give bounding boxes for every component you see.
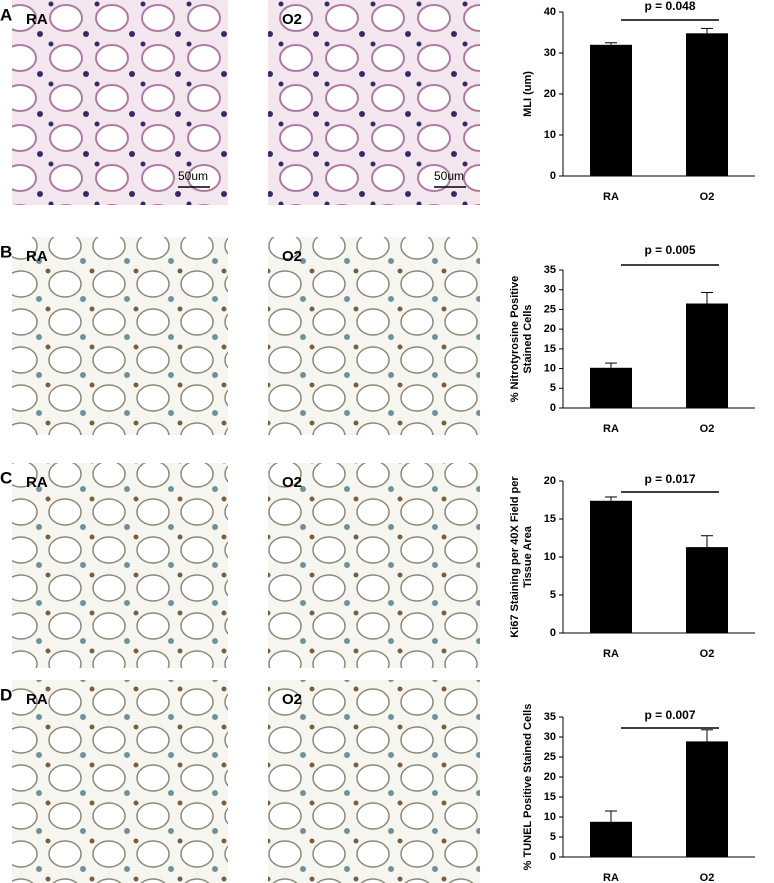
y-tick-label: 5 — [550, 382, 556, 394]
micrograph — [268, 237, 480, 435]
bar — [686, 547, 728, 633]
y-tick-label: 25 — [544, 303, 556, 315]
y-axis-label: MLI (um) — [522, 71, 534, 117]
image-label: RA — [26, 691, 48, 708]
y-tick-label: 0 — [550, 627, 556, 639]
x-tick-label: O2 — [700, 191, 715, 203]
y-axis-label: Stained Cells — [522, 304, 534, 373]
y-tick-label: 10 — [544, 811, 556, 823]
y-axis-label: % TUNEL Positive Stained Cells — [522, 704, 534, 871]
micrograph — [268, 463, 480, 668]
bar — [686, 303, 728, 408]
x-tick-label: RA — [603, 191, 619, 203]
y-tick-label: 40 — [544, 6, 556, 18]
y-tick-label: 15 — [544, 513, 556, 525]
x-tick-label: RA — [603, 423, 619, 435]
y-tick-label: 30 — [544, 731, 556, 743]
p-value: p = 0.007 — [644, 708, 695, 722]
y-tick-label: 5 — [550, 589, 556, 601]
x-tick-label: O2 — [700, 648, 715, 660]
y-tick-label: 30 — [544, 284, 556, 296]
y-axis-label: Ki67 Staining per 40X Field per — [509, 476, 521, 638]
y-tick-label: 10 — [544, 129, 556, 141]
image-label: O2 — [282, 691, 302, 708]
micrograph — [268, 0, 480, 205]
y-tick-label: 20 — [544, 88, 556, 100]
panel-letter: C — [0, 468, 12, 487]
image-label: O2 — [282, 474, 302, 491]
image-label: O2 — [282, 11, 302, 28]
y-tick-label: 35 — [544, 264, 556, 276]
micrograph — [12, 237, 228, 435]
y-tick-label: 15 — [544, 791, 556, 803]
x-tick-label: RA — [603, 648, 619, 660]
y-tick-label: 15 — [544, 343, 556, 355]
panel-letter: B — [0, 242, 12, 261]
x-tick-label: O2 — [700, 423, 715, 435]
bar — [590, 44, 632, 176]
bar — [590, 367, 632, 408]
x-tick-label: O2 — [700, 872, 715, 883]
micrograph — [12, 680, 228, 883]
micrograph — [268, 680, 480, 883]
y-tick-label: 0 — [550, 170, 556, 182]
image-label: O2 — [282, 248, 302, 265]
bar — [686, 741, 728, 857]
y-tick-label: 5 — [550, 831, 556, 843]
bar — [590, 821, 632, 857]
scale-bar-label: 50um — [178, 169, 208, 183]
y-tick-label: 20 — [544, 475, 556, 487]
x-tick-label: RA — [603, 872, 619, 883]
y-axis-label: Tissue Area — [522, 525, 534, 588]
image-label: RA — [26, 248, 48, 265]
micrograph — [12, 463, 228, 668]
y-tick-label: 20 — [544, 323, 556, 335]
panel-letter: D — [0, 685, 12, 704]
y-tick-label: 25 — [544, 751, 556, 763]
scale-bar-label: 50um — [434, 169, 464, 183]
y-tick-label: 0 — [550, 402, 556, 414]
image-label: RA — [26, 11, 48, 28]
bar — [590, 500, 632, 633]
y-tick-label: 30 — [544, 47, 556, 59]
panel-letter: A — [0, 5, 12, 24]
bar — [686, 33, 728, 176]
y-axis-label: % Nitrotyrosine Positive — [509, 276, 521, 403]
y-tick-label: 20 — [544, 771, 556, 783]
micrograph — [12, 0, 228, 205]
p-value: p = 0.048 — [644, 0, 695, 13]
p-value: p = 0.017 — [644, 472, 695, 486]
y-tick-label: 35 — [544, 711, 556, 723]
image-label: RA — [26, 474, 48, 491]
y-tick-label: 0 — [550, 851, 556, 863]
y-tick-label: 10 — [544, 362, 556, 374]
p-value: p = 0.005 — [644, 243, 695, 257]
y-tick-label: 10 — [544, 551, 556, 563]
